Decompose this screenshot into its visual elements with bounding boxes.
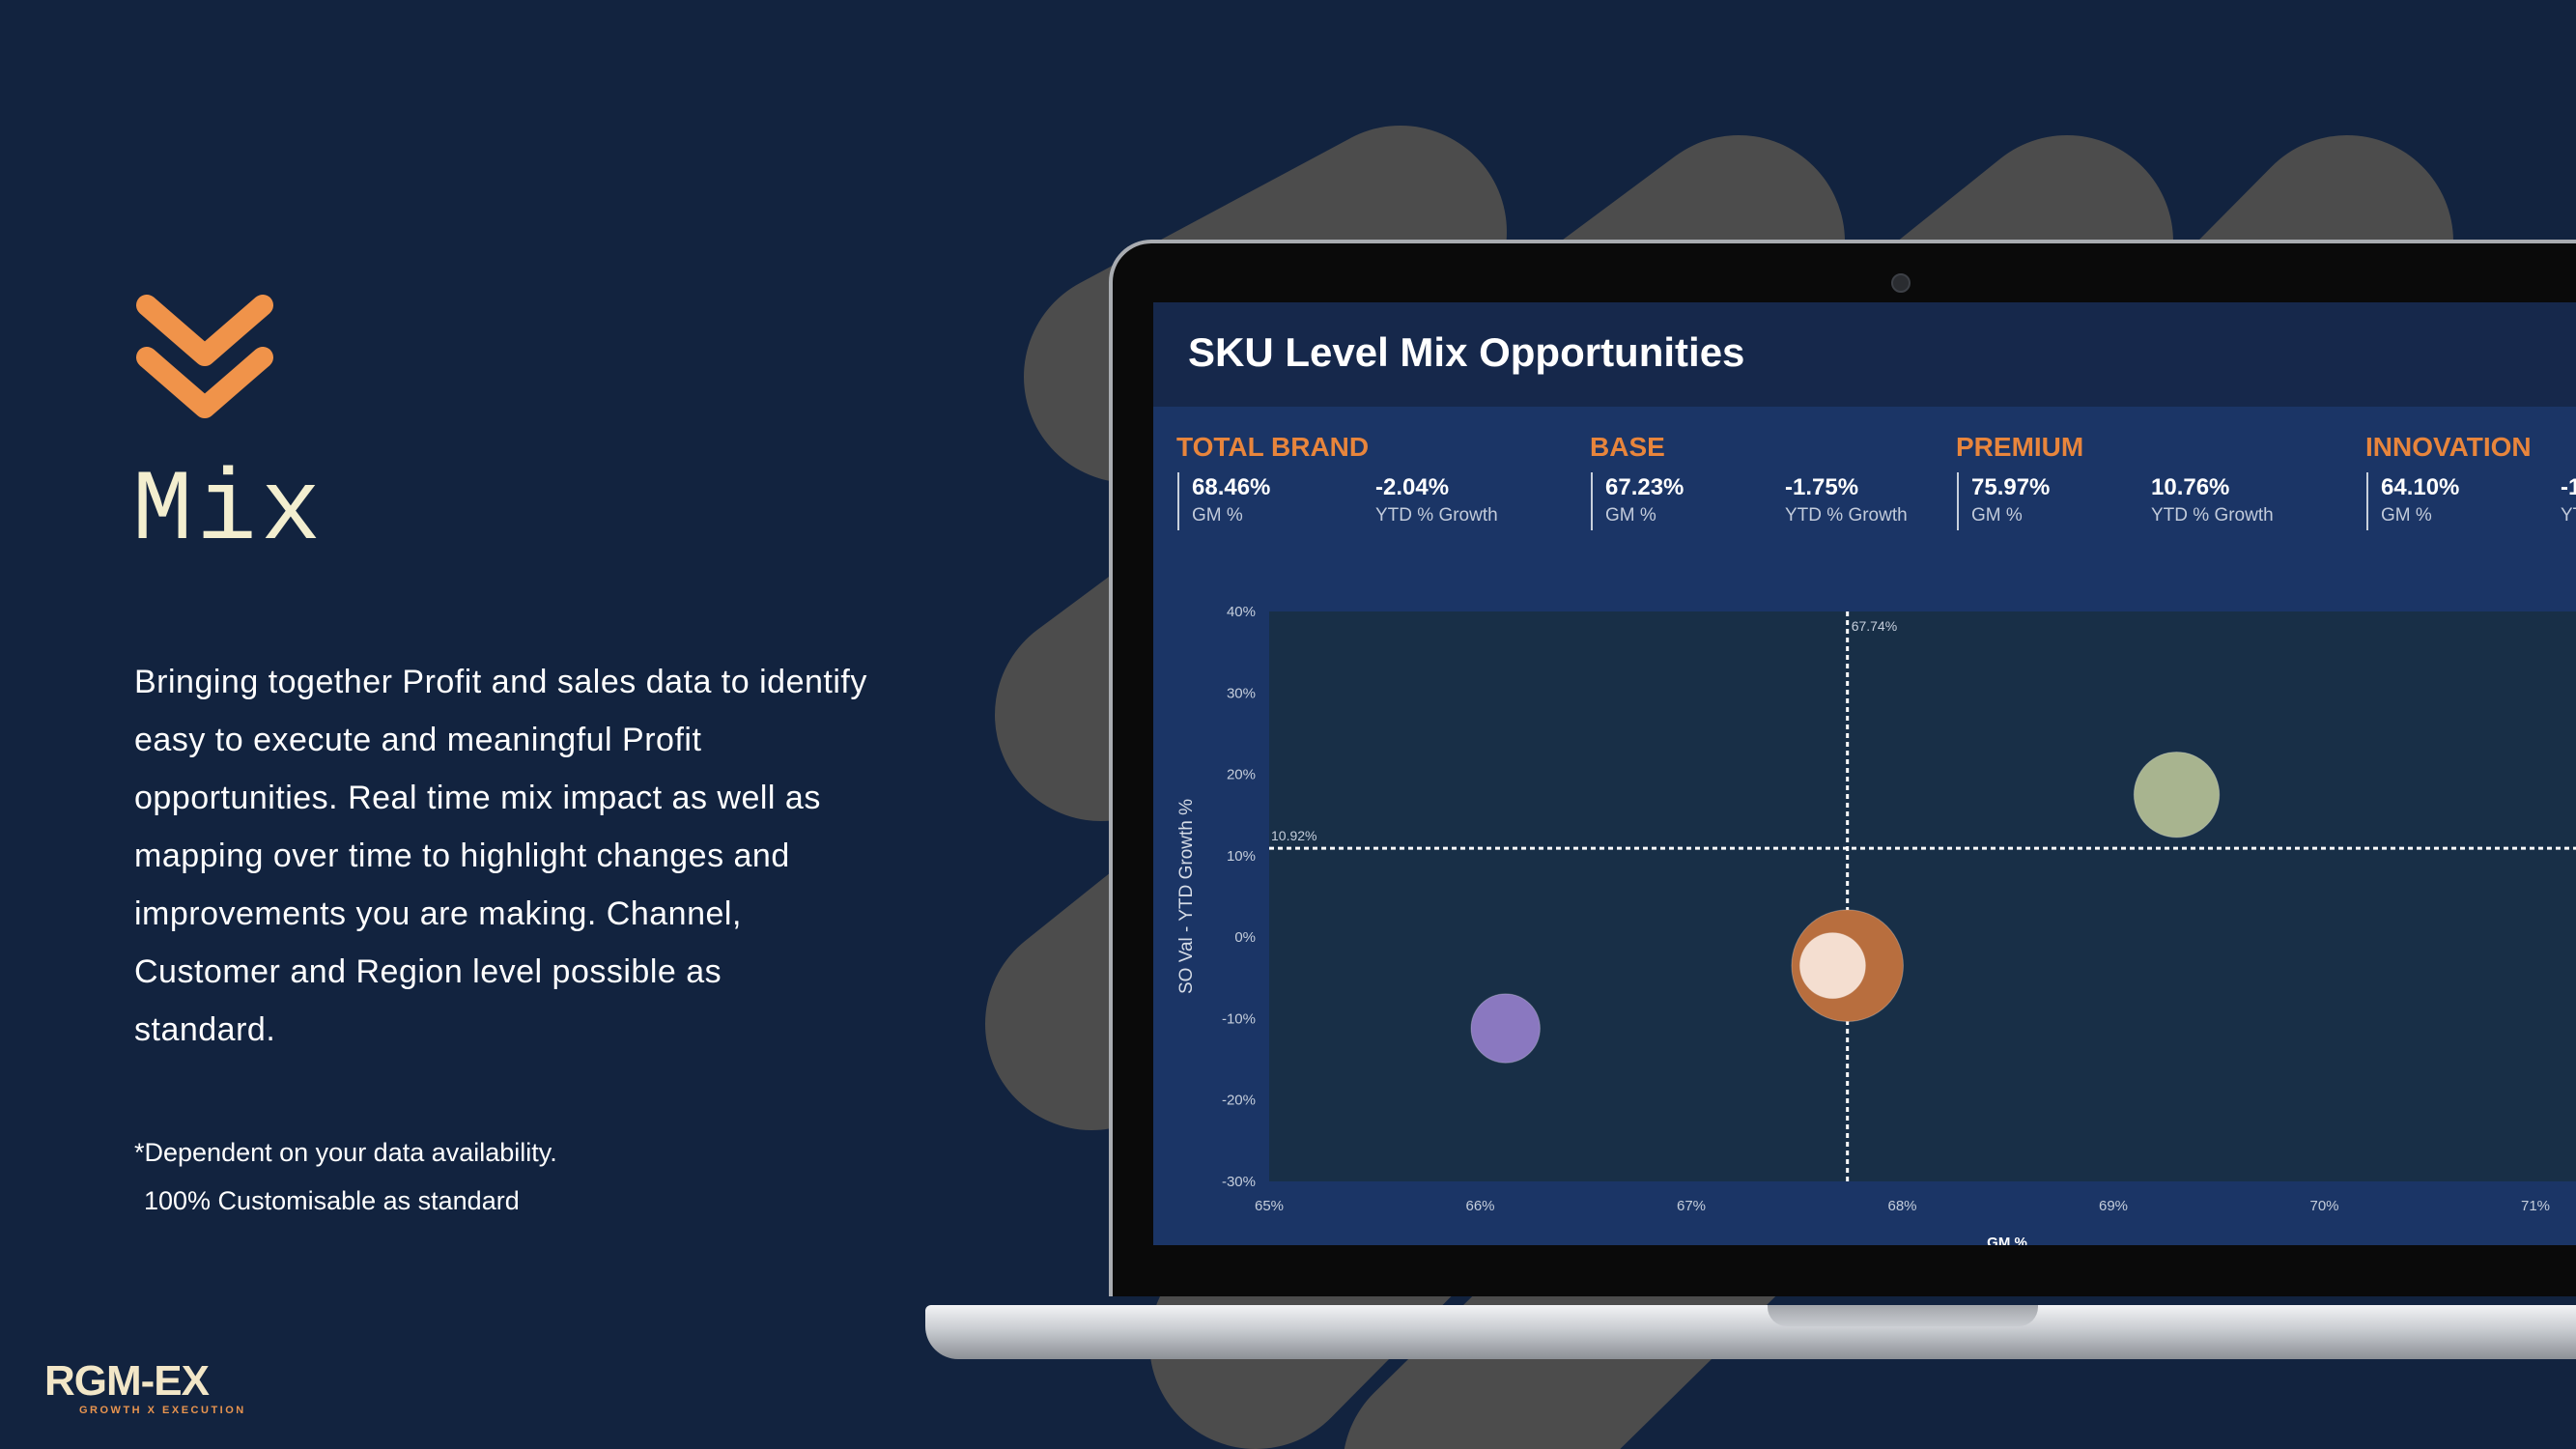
brand-logo: RGM-EX GROWTH X EXECUTION: [44, 1357, 246, 1417]
y-tick-label: 0%: [1234, 929, 1256, 946]
kpi-divider: [2366, 472, 2368, 530]
kpi-total-brand-label: TOTAL BRAND: [1176, 432, 1370, 462]
plot-area: [1269, 611, 2576, 1181]
double-chevron-down-icon: [136, 295, 273, 418]
kpi-premium-label: PREMIUM: [1956, 432, 2084, 462]
reference-line-y-label: 10.92%: [1271, 828, 1316, 843]
description-text: Bringing together Profit and sales data …: [134, 664, 867, 1048]
x-tick-label: 66%: [1465, 1198, 1494, 1214]
kpi-divider: [1177, 472, 1179, 530]
y-tick-label: -30%: [1222, 1174, 1256, 1190]
logo-main-text: RGM-EX: [44, 1357, 210, 1405]
logo-tagline: GROWTH X EXECUTION: [79, 1405, 246, 1416]
reference-line-x-label: 67.74%: [1852, 618, 1897, 634]
y-tick-label: 30%: [1227, 685, 1256, 701]
kpi-innovation-gm-label: GM %: [2381, 505, 2432, 526]
kpi-premium-growth: 10.76%: [2151, 474, 2230, 500]
page-title: Mix: [132, 455, 326, 569]
x-tick-label: 65%: [1255, 1198, 1284, 1214]
y-axis-title: SO Val - YTD Growth %: [1176, 799, 1197, 994]
footnote: *Dependent on your data availability. 10…: [134, 1128, 557, 1225]
kpi-premium-growth-label: YTD % Growth: [2151, 505, 2274, 526]
kpi-divider: [1957, 472, 1959, 530]
kpi-innovation-growth: -1: [2561, 474, 2576, 500]
y-tick-label: -20%: [1222, 1093, 1256, 1109]
y-tick-label: 10%: [1227, 848, 1256, 865]
kpi-total-brand-gm: 68.46%: [1192, 474, 1271, 500]
y-tick-label: 20%: [1227, 767, 1256, 783]
kpi-innovation-growth-label: YT: [2561, 505, 2576, 526]
x-axis-title: GM %: [1987, 1235, 2027, 1245]
scatter-point-4[interactable]: [2133, 751, 2221, 838]
kpi-base-gm: 67.23%: [1605, 474, 1684, 500]
x-tick-label: 70%: [2309, 1198, 2338, 1214]
scatter-point-3[interactable]: [1798, 932, 1866, 1000]
kpi-base-growth-label: YTD % Growth: [1785, 505, 1908, 526]
y-tick-label: 40%: [1227, 604, 1256, 620]
x-tick-label: 67%: [1677, 1198, 1706, 1214]
kpi-divider: [1591, 472, 1593, 530]
kpi-base-label: BASE: [1590, 432, 1665, 462]
scatter-chart: 40% 30% 20% 10% 0% -10% -20% -30% 65% 66% 67% 68% 6…: [1176, 604, 2576, 1245]
x-tick-label: 71%: [2521, 1198, 2550, 1214]
kpi-base-gm-label: GM %: [1605, 505, 1656, 526]
dashboard-screen: SKU Level Mix Opportunities TOTAL BRAND …: [1153, 302, 2576, 1245]
y-tick-label: -10%: [1222, 1010, 1256, 1027]
kpi-premium-gm: 75.97%: [1971, 474, 2051, 500]
laptop-base-notch: [1768, 1305, 2038, 1326]
scatter-point-1[interactable]: [1470, 993, 1541, 1064]
kpi-total-brand-gm-label: GM %: [1192, 505, 1243, 526]
x-tick-label: 68%: [1887, 1198, 1916, 1214]
footnote-line-2: 100% Customisable as standard: [144, 1186, 520, 1215]
x-tick-label: 69%: [2099, 1198, 2128, 1214]
kpi-innovation-gm: 64.10%: [2381, 474, 2460, 500]
kpi-total-brand-growth: -2.04%: [1375, 474, 1450, 500]
laptop-base: [925, 1305, 2576, 1359]
camera-icon: [1891, 273, 1911, 293]
footnote-line-1: *Dependent on your data availability.: [134, 1138, 557, 1167]
kpi-total-brand-growth-label: YTD % Growth: [1375, 505, 1498, 526]
dashboard-title: SKU Level Mix Opportunities: [1188, 329, 1745, 375]
kpi-innovation-label: INNOVATION: [2365, 432, 2532, 462]
dashboard-header: SKU Level Mix Opportunities: [1153, 302, 2576, 407]
kpi-base-growth: -1.75%: [1785, 474, 1859, 500]
kpi-premium-gm-label: GM %: [1971, 505, 2023, 526]
